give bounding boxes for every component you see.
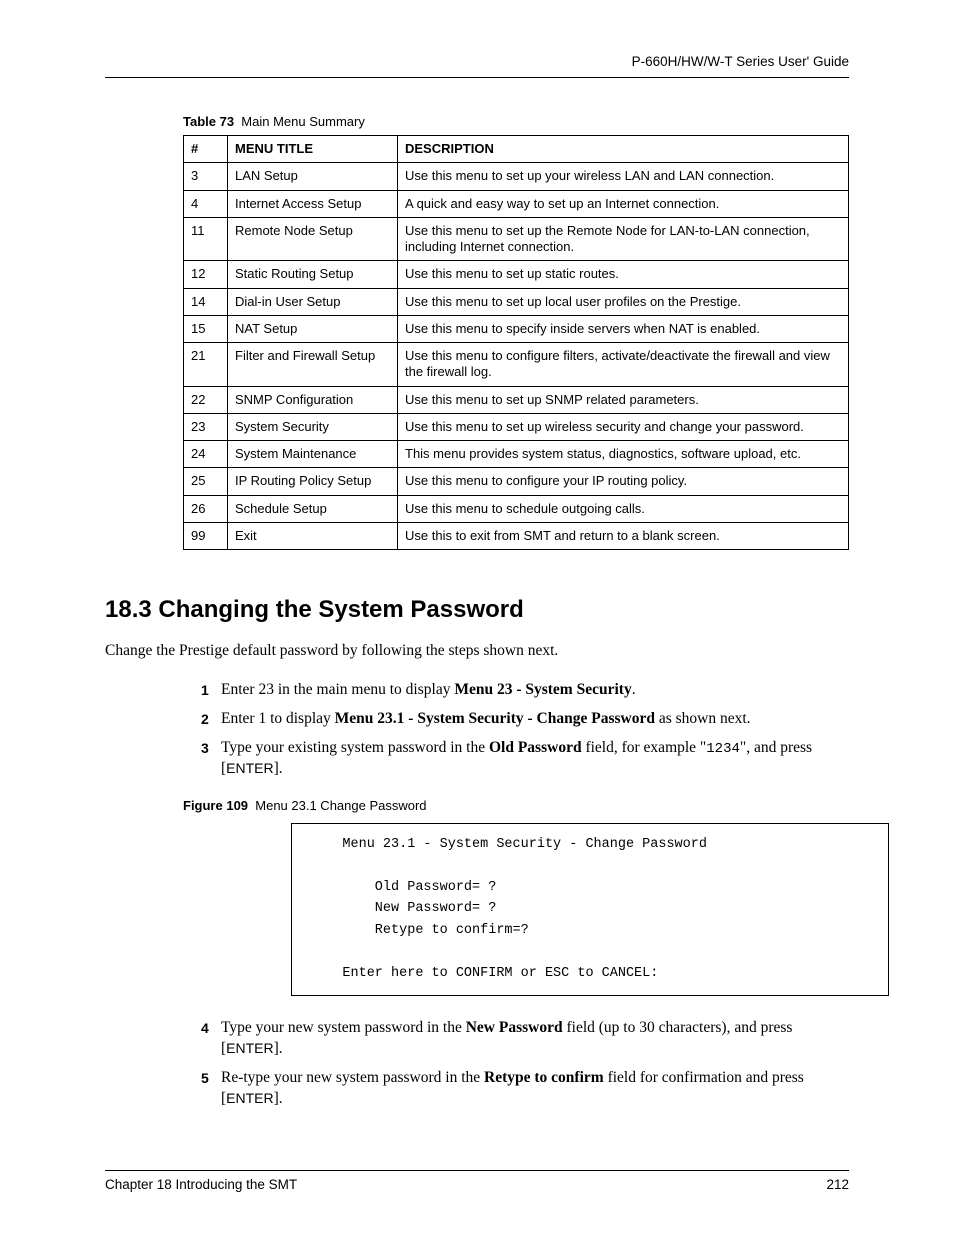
table-cell: Use this menu to set up wireless securit… xyxy=(398,413,849,440)
table-cell: System Security xyxy=(228,413,398,440)
table-row: 4Internet Access SetupA quick and easy w… xyxy=(184,190,849,217)
step-4: Type your new system password in the New… xyxy=(201,1018,849,1060)
table-cell: A quick and easy way to set up an Intern… xyxy=(398,190,849,217)
table-cell: Use this menu to set up local user profi… xyxy=(398,288,849,315)
table-cell: IP Routing Policy Setup xyxy=(228,468,398,495)
page: P-660H/HW/W-T Series User' Guide Table 7… xyxy=(0,0,954,1232)
steps-list-1: Enter 23 in the main menu to display Men… xyxy=(201,680,849,780)
table-cell: 99 xyxy=(184,522,228,549)
table-cell: This menu provides system status, diagno… xyxy=(398,441,849,468)
table-cell: Filter and Firewall Setup xyxy=(228,343,398,387)
table-cell: Use this menu to set up the Remote Node … xyxy=(398,217,849,261)
terminal-figure: Menu 23.1 - System Security - Change Pas… xyxy=(291,823,889,996)
table-row: 22SNMP ConfigurationUse this menu to set… xyxy=(184,386,849,413)
table-cell: 21 xyxy=(184,343,228,387)
table-row: 12Static Routing SetupUse this menu to s… xyxy=(184,261,849,288)
table-cell: 23 xyxy=(184,413,228,440)
footer-chapter: Chapter 18 Introducing the SMT xyxy=(105,1177,297,1192)
table-row: 21Filter and Firewall SetupUse this menu… xyxy=(184,343,849,387)
col-num: # xyxy=(184,136,228,163)
table-row: 25IP Routing Policy SetupUse this menu t… xyxy=(184,468,849,495)
table-cell: Use this menu to set up static routes. xyxy=(398,261,849,288)
col-title: MENU TITLE xyxy=(228,136,398,163)
table-cell: 26 xyxy=(184,495,228,522)
table-cell: System Maintenance xyxy=(228,441,398,468)
table-cell: Dial-in User Setup xyxy=(228,288,398,315)
header-guide-title: P-660H/HW/W-T Series User' Guide xyxy=(105,54,849,78)
main-menu-table: # MENU TITLE DESCRIPTION 3LAN SetupUse t… xyxy=(183,135,849,550)
table-cell: Schedule Setup xyxy=(228,495,398,522)
table-cell: Use this menu to specify inside servers … xyxy=(398,315,849,342)
figure-caption-text: Menu 23.1 Change Password xyxy=(255,798,426,813)
table-header-row: # MENU TITLE DESCRIPTION xyxy=(184,136,849,163)
table-row: 14Dial-in User SetupUse this menu to set… xyxy=(184,288,849,315)
table-cell: NAT Setup xyxy=(228,315,398,342)
table-cell: Use this menu to set up SNMP related par… xyxy=(398,386,849,413)
table-cell: Use this menu to schedule outgoing calls… xyxy=(398,495,849,522)
table-cell: SNMP Configuration xyxy=(228,386,398,413)
table-cell: 15 xyxy=(184,315,228,342)
table-cell: 22 xyxy=(184,386,228,413)
table-cell: 24 xyxy=(184,441,228,468)
table-cell: 14 xyxy=(184,288,228,315)
figure-caption-label: Figure 109 xyxy=(183,798,248,813)
page-footer: Chapter 18 Introducing the SMT 212 xyxy=(105,1170,849,1192)
table-cell: Use this menu to configure filters, acti… xyxy=(398,343,849,387)
steps-list-2: Type your new system password in the New… xyxy=(201,1018,849,1110)
table-cell: Use this menu to configure your IP routi… xyxy=(398,468,849,495)
table-cell: Use this to exit from SMT and return to … xyxy=(398,522,849,549)
table-caption-text: Main Menu Summary xyxy=(241,114,365,129)
col-desc: DESCRIPTION xyxy=(398,136,849,163)
step-2: Enter 1 to display Menu 23.1 - System Se… xyxy=(201,709,849,730)
table-row: 11Remote Node SetupUse this menu to set … xyxy=(184,217,849,261)
table-row: 24System MaintenanceThis menu provides s… xyxy=(184,441,849,468)
table-cell: 11 xyxy=(184,217,228,261)
table-cell: Internet Access Setup xyxy=(228,190,398,217)
table-row: 3LAN SetupUse this menu to set up your w… xyxy=(184,163,849,190)
table-cell: 25 xyxy=(184,468,228,495)
table-cell: 12 xyxy=(184,261,228,288)
step-3: Type your existing system password in th… xyxy=(201,738,849,780)
table-cell: Remote Node Setup xyxy=(228,217,398,261)
table-cell: LAN Setup xyxy=(228,163,398,190)
table-row: 15NAT SetupUse this menu to specify insi… xyxy=(184,315,849,342)
table-cell: 3 xyxy=(184,163,228,190)
section-heading: 18.3 Changing the System Password xyxy=(105,596,849,624)
footer-page: 212 xyxy=(826,1177,849,1192)
table-caption-label: Table 73 xyxy=(183,114,234,129)
table-caption: Table 73 Main Menu Summary xyxy=(183,114,849,129)
table-row: 23System SecurityUse this menu to set up… xyxy=(184,413,849,440)
table-cell: 4 xyxy=(184,190,228,217)
step-5: Re-type your new system password in the … xyxy=(201,1068,849,1110)
table-cell: Exit xyxy=(228,522,398,549)
table-cell: Use this menu to set up your wireless LA… xyxy=(398,163,849,190)
table-row: 26Schedule SetupUse this menu to schedul… xyxy=(184,495,849,522)
intro-paragraph: Change the Prestige default password by … xyxy=(105,642,849,660)
figure-caption: Figure 109 Menu 23.1 Change Password xyxy=(183,798,849,813)
table-row: 99ExitUse this to exit from SMT and retu… xyxy=(184,522,849,549)
step-1: Enter 23 in the main menu to display Men… xyxy=(201,680,849,701)
table-cell: Static Routing Setup xyxy=(228,261,398,288)
